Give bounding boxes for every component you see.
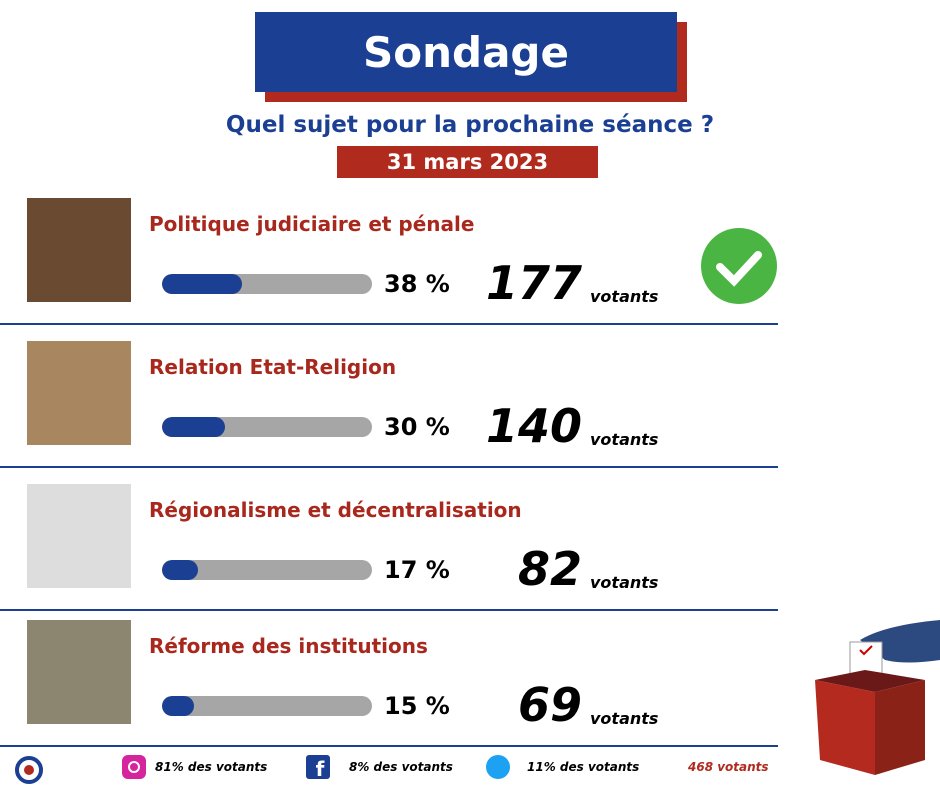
separator [0,745,778,747]
progress-fill [162,560,198,580]
percent-label: 38 % [384,270,450,298]
vote-count: 140 [485,399,582,453]
percent-label: 30 % [384,413,450,441]
separator [0,323,778,325]
question: Quel sujet pour la prochaine séance ? [225,112,715,138]
twitter-icon [486,755,510,779]
title: Sondage [255,12,677,92]
progress-fill [162,417,225,437]
progress-track [162,560,372,580]
progress-track [162,417,372,437]
instagram-share: 81% des votants [155,760,268,774]
vote-count: 177 [485,256,582,310]
option-image [27,198,131,302]
progress-track [162,696,372,716]
percent-label: 17 % [384,556,450,584]
check-icon [701,228,777,304]
vote-unit: votants [590,709,659,728]
date: 31 mars 2023 [337,146,598,178]
facebook-icon: f [306,755,330,779]
progress-fill [162,274,242,294]
logo [15,756,43,784]
svg-text:f: f [316,757,325,779]
option-label: Régionalisme et décentralisation [149,498,522,522]
option-label: Relation Etat-Religion [149,355,397,379]
option-image [27,341,131,445]
vote-count: 69 [517,678,582,732]
option-image [27,484,131,588]
progress-fill [162,696,194,716]
vote-unit: votants [590,573,659,592]
progress-track [162,274,372,294]
percent-label: 15 % [384,692,450,720]
total-votes: 468 votants [688,760,769,774]
option-image [27,620,131,724]
twitter-share: 11% des votants [527,760,640,774]
vote-unit: votants [590,430,659,449]
ballot-box-icon [815,620,940,775]
facebook-share: 8% des votants [349,760,453,774]
vote-unit: votants [590,287,659,306]
vote-count: 82 [517,542,582,596]
instagram-icon [122,755,146,779]
option-label: Politique judiciaire et pénale [149,212,475,236]
option-label: Réforme des institutions [149,634,428,658]
separator [0,466,778,468]
separator [0,609,778,611]
